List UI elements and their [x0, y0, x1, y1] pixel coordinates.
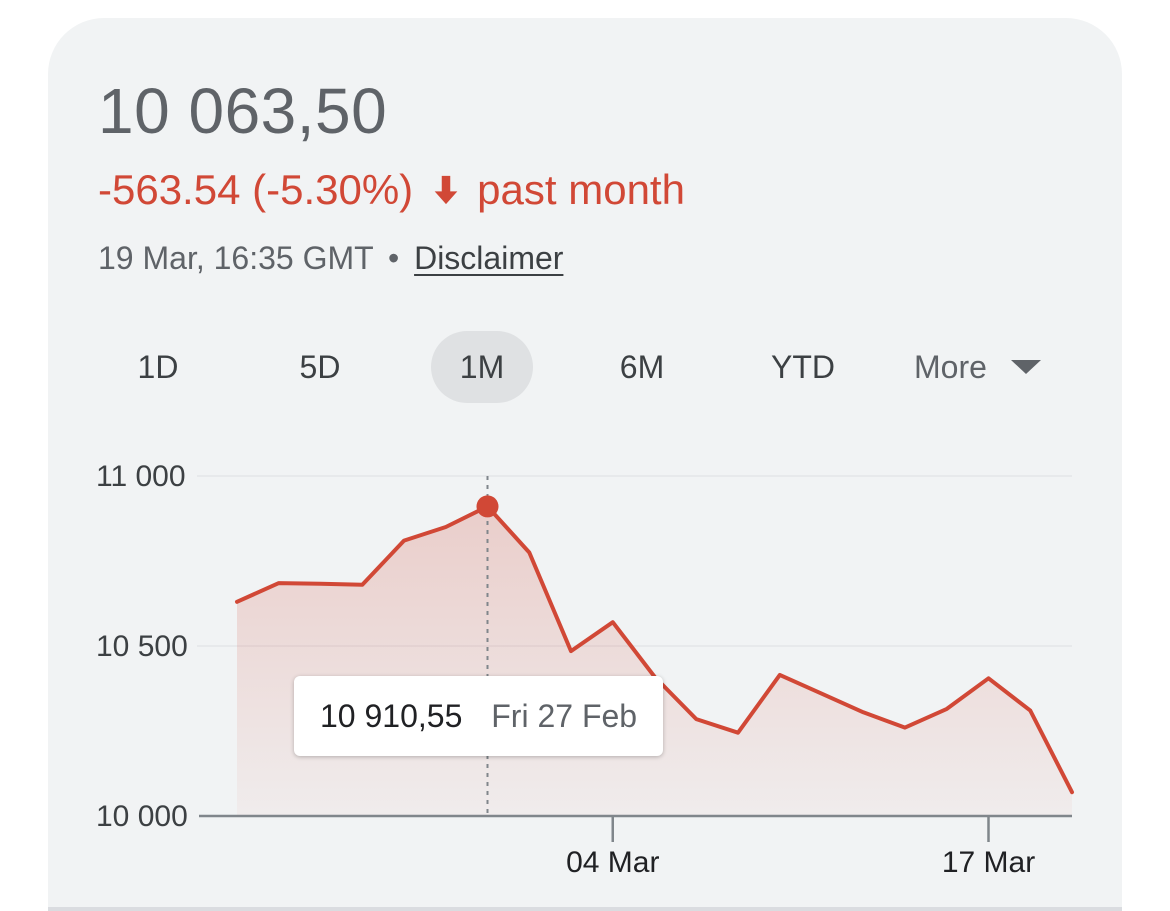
change-value: -563.54 (-5.30%): [98, 166, 414, 213]
price-change: -563.54 (-5.30%) past month: [98, 166, 685, 214]
tab-1d[interactable]: 1D: [137, 349, 179, 385]
tooltip-date: Fri 27 Feb: [491, 698, 638, 734]
tab-5d[interactable]: 5D: [299, 349, 341, 385]
highlight-point: [476, 495, 499, 518]
tab-6m[interactable]: 6M: [619, 349, 665, 385]
price-area: [237, 506, 1072, 816]
tab-ytd[interactable]: YTD: [771, 349, 835, 385]
card-divider: [48, 907, 1122, 911]
x-tick-label: 17 Mar: [942, 846, 1035, 879]
quote-card: 10 063,50 -563.54 (-5.30%) past month 19…: [48, 18, 1122, 911]
tab-1m[interactable]: 1M: [431, 331, 533, 403]
y-tick-label: 10 500: [96, 630, 188, 663]
price-chart[interactable]: 11 000 10 500 10 000 04 Mar 17 Mar: [48, 438, 1122, 888]
disclaimer-link[interactable]: Disclaimer: [414, 240, 564, 276]
change-period: past month: [477, 166, 685, 213]
y-tick-label: 11 000: [96, 460, 186, 493]
y-tick-label: 10 000: [96, 800, 188, 833]
x-tick-label: 04 Mar: [566, 846, 659, 879]
range-tabs: 1D 5D 1M 6M YTD More: [48, 331, 1122, 403]
more-label: More: [914, 349, 987, 385]
meta-separator: •: [387, 240, 400, 276]
quote-meta: 19 Mar, 16:35 GMT • Disclaimer: [98, 240, 563, 277]
tooltip-value: 10 910,55: [320, 698, 463, 734]
chart-tooltip: 10 910,55 Fri 27 Feb: [294, 676, 664, 756]
current-price: 10 063,50: [98, 75, 388, 147]
caret-down-icon: [1010, 360, 1041, 374]
quote-timestamp: 19 Mar, 16:35 GMT: [98, 240, 374, 276]
arrow-down-icon: [434, 175, 458, 205]
more-ranges-button[interactable]: More: [914, 331, 1041, 403]
